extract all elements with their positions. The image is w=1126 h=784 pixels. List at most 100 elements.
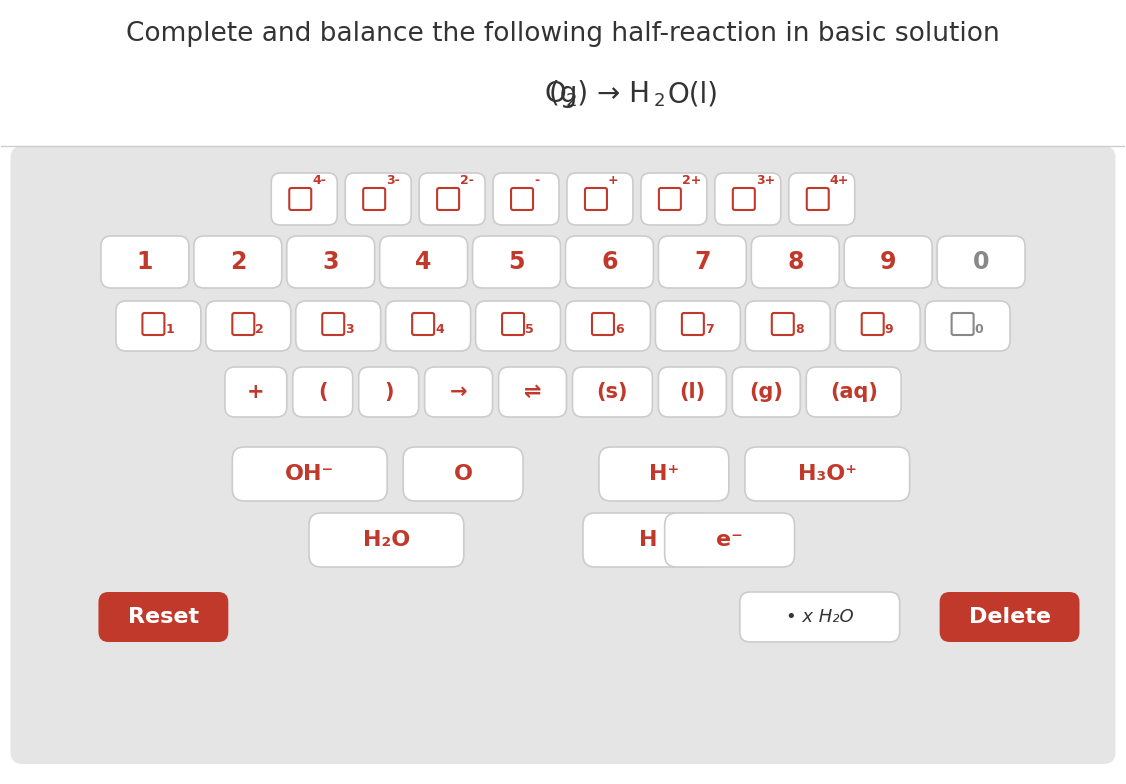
FancyBboxPatch shape (0, 0, 1126, 144)
Text: 5: 5 (508, 250, 525, 274)
FancyBboxPatch shape (511, 188, 533, 210)
FancyBboxPatch shape (565, 236, 653, 288)
Text: 1: 1 (136, 250, 153, 274)
Text: O(l): O(l) (668, 80, 718, 108)
FancyBboxPatch shape (565, 301, 651, 351)
Text: (aq): (aq) (830, 382, 877, 402)
Text: H⁺: H⁺ (649, 464, 679, 484)
FancyBboxPatch shape (951, 313, 974, 335)
Text: (: ( (318, 382, 328, 402)
Text: 8: 8 (795, 323, 803, 336)
Text: Delete: Delete (968, 607, 1051, 627)
Text: (g): (g) (750, 382, 784, 402)
FancyBboxPatch shape (659, 188, 681, 210)
Text: 4-: 4- (312, 174, 327, 187)
FancyBboxPatch shape (641, 173, 707, 225)
FancyBboxPatch shape (232, 447, 387, 501)
Text: 4+: 4+ (830, 174, 849, 187)
Text: 3+: 3+ (756, 174, 775, 187)
Text: 9: 9 (879, 250, 896, 274)
Text: ⇌: ⇌ (524, 382, 542, 402)
FancyBboxPatch shape (437, 188, 459, 210)
FancyBboxPatch shape (937, 236, 1025, 288)
Text: H₂O: H₂O (363, 530, 410, 550)
Text: 1: 1 (166, 323, 175, 336)
Text: 0: 0 (975, 323, 983, 336)
FancyBboxPatch shape (592, 313, 614, 335)
Text: 2: 2 (654, 92, 665, 110)
Text: 4: 4 (435, 323, 444, 336)
Text: 2+: 2+ (682, 174, 701, 187)
Text: O: O (544, 80, 566, 108)
FancyBboxPatch shape (835, 301, 920, 351)
Text: 0: 0 (973, 250, 990, 274)
FancyBboxPatch shape (225, 367, 287, 417)
Text: O: O (454, 464, 473, 484)
FancyBboxPatch shape (751, 236, 839, 288)
Text: ): ) (384, 382, 393, 402)
FancyBboxPatch shape (502, 313, 524, 335)
FancyBboxPatch shape (659, 236, 747, 288)
FancyBboxPatch shape (293, 367, 352, 417)
FancyBboxPatch shape (116, 301, 200, 351)
Text: →: → (450, 382, 467, 402)
FancyBboxPatch shape (939, 592, 1080, 642)
Text: +: + (247, 382, 265, 402)
FancyBboxPatch shape (733, 188, 754, 210)
FancyBboxPatch shape (10, 146, 1116, 764)
FancyBboxPatch shape (568, 173, 633, 225)
FancyBboxPatch shape (101, 236, 189, 288)
Text: OH⁻: OH⁻ (285, 464, 334, 484)
Text: 7: 7 (694, 250, 711, 274)
Text: 5: 5 (525, 323, 534, 336)
FancyBboxPatch shape (572, 367, 652, 417)
FancyBboxPatch shape (386, 301, 471, 351)
FancyBboxPatch shape (287, 236, 375, 288)
FancyBboxPatch shape (806, 188, 829, 210)
FancyBboxPatch shape (659, 367, 726, 417)
FancyBboxPatch shape (289, 188, 311, 210)
FancyBboxPatch shape (926, 301, 1010, 351)
FancyBboxPatch shape (682, 313, 704, 335)
FancyBboxPatch shape (806, 367, 901, 417)
FancyBboxPatch shape (322, 313, 345, 335)
Text: H₃O⁺: H₃O⁺ (797, 464, 857, 484)
FancyBboxPatch shape (844, 236, 932, 288)
FancyBboxPatch shape (206, 301, 291, 351)
Text: 6: 6 (601, 250, 618, 274)
FancyBboxPatch shape (232, 313, 254, 335)
Text: 6: 6 (615, 323, 624, 336)
FancyBboxPatch shape (664, 513, 795, 567)
Text: Complete and balance the following half-reaction in basic solution: Complete and balance the following half-… (126, 21, 1000, 47)
Text: (l): (l) (679, 382, 705, 402)
FancyBboxPatch shape (271, 173, 337, 225)
Text: 9: 9 (885, 323, 893, 336)
FancyBboxPatch shape (425, 367, 492, 417)
FancyBboxPatch shape (789, 173, 855, 225)
Text: 8: 8 (787, 250, 804, 274)
FancyBboxPatch shape (346, 173, 411, 225)
FancyBboxPatch shape (473, 236, 561, 288)
Text: -: - (534, 174, 539, 187)
FancyBboxPatch shape (744, 447, 910, 501)
FancyBboxPatch shape (861, 313, 884, 335)
Text: (s): (s) (597, 382, 628, 402)
Text: H: H (638, 530, 658, 550)
FancyBboxPatch shape (403, 447, 524, 501)
FancyBboxPatch shape (359, 367, 419, 417)
Text: 2: 2 (230, 250, 245, 274)
FancyBboxPatch shape (194, 236, 282, 288)
FancyBboxPatch shape (296, 301, 381, 351)
Text: 7: 7 (705, 323, 714, 336)
FancyBboxPatch shape (599, 447, 729, 501)
Text: 2-: 2- (461, 174, 474, 187)
FancyBboxPatch shape (499, 367, 566, 417)
Text: 3: 3 (322, 250, 339, 274)
FancyBboxPatch shape (98, 592, 229, 642)
Text: +: + (608, 174, 618, 187)
FancyBboxPatch shape (142, 313, 164, 335)
Text: 3: 3 (346, 323, 354, 336)
FancyBboxPatch shape (771, 313, 794, 335)
FancyBboxPatch shape (475, 301, 561, 351)
FancyBboxPatch shape (745, 301, 830, 351)
